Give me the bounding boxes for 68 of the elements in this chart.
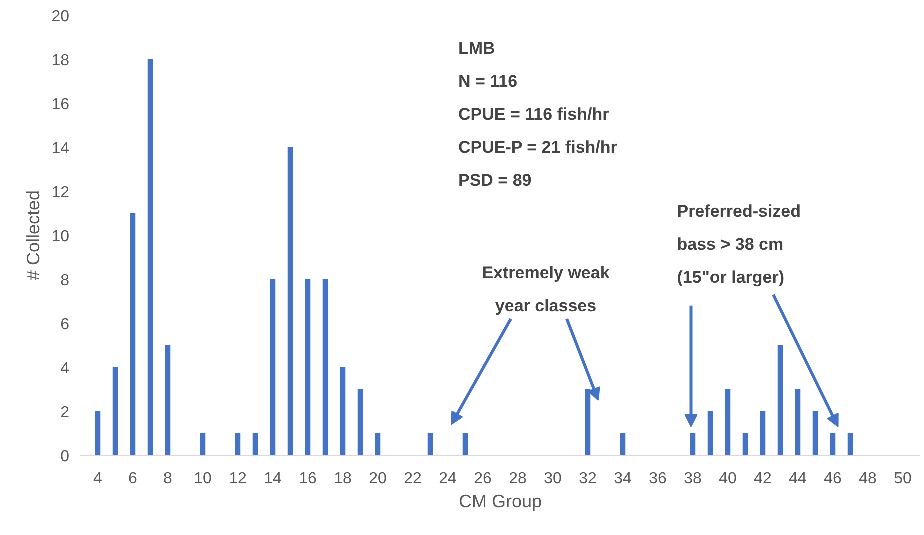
x-tick-label: 4 — [94, 470, 103, 488]
y-tick-label: 18 — [52, 52, 70, 70]
bar — [165, 346, 171, 456]
bar — [358, 390, 364, 456]
bar — [708, 412, 714, 456]
bar — [375, 434, 381, 456]
bar — [322, 280, 328, 456]
x-tick-label: 50 — [894, 470, 912, 488]
bar — [620, 434, 626, 456]
bar — [795, 390, 801, 456]
y-tick-label: 16 — [52, 96, 70, 114]
x-tick-label: 36 — [649, 470, 667, 488]
bar — [200, 434, 206, 456]
bar — [428, 434, 434, 456]
x-tick-label: 6 — [128, 470, 138, 488]
x-axis-title: CM Group — [458, 492, 542, 512]
x-tick-label: 20 — [369, 470, 387, 488]
y-tick-label: 8 — [60, 272, 70, 290]
bar — [95, 412, 101, 456]
x-tick-label: 18 — [334, 470, 352, 488]
y-tick-label: 14 — [52, 140, 70, 158]
bar — [305, 280, 311, 456]
y-axis-title: # Collected — [24, 190, 44, 281]
x-tick-label: 40 — [719, 470, 737, 488]
x-tick-label: 30 — [544, 470, 562, 488]
x-tick-label: 26 — [474, 470, 492, 488]
bar — [340, 368, 346, 456]
y-tick-label: 4 — [60, 360, 70, 378]
x-tick-label: 44 — [789, 470, 807, 488]
bar — [270, 280, 276, 456]
y-tick-label: 10 — [52, 228, 70, 246]
bar — [235, 434, 241, 456]
x-tick-label: 24 — [439, 470, 457, 488]
bar — [252, 434, 258, 456]
annotation: Preferred-sized bass > 38 cm (15"or larger) — [677, 202, 802, 287]
x-tick-label: 12 — [229, 470, 247, 488]
bar — [742, 434, 748, 456]
bar — [830, 434, 836, 456]
bar — [778, 346, 784, 456]
y-tick-label: 20 — [52, 8, 70, 26]
bar — [130, 214, 136, 456]
x-tick-label: 28 — [509, 470, 527, 488]
x-tick-label: 34 — [614, 470, 632, 488]
x-tick-label: 14 — [264, 470, 282, 488]
x-tick-label: 42 — [754, 470, 772, 488]
x-tick-label: 8 — [164, 470, 173, 488]
x-tick-label: 22 — [404, 470, 422, 488]
bar — [812, 412, 818, 456]
x-tick-label: 38 — [684, 470, 702, 488]
bar — [848, 434, 854, 456]
bar — [760, 412, 766, 456]
annotation: Extremely weak year classes — [482, 263, 610, 316]
bar — [148, 60, 154, 456]
x-tick-label: 16 — [299, 470, 317, 488]
x-tick-label: 32 — [579, 470, 597, 488]
bar — [462, 434, 468, 456]
y-tick-label: 12 — [52, 184, 70, 202]
y-tick-label: 6 — [60, 316, 70, 334]
y-tick-label: 2 — [60, 404, 70, 422]
y-tick-label: 0 — [60, 448, 70, 466]
x-tick-label: 48 — [859, 470, 877, 488]
bar — [725, 390, 731, 456]
bar — [288, 148, 294, 456]
bar — [690, 434, 696, 456]
annotation: LMB N = 116 CPUE = 116 fish/hr CPUE-P = 21 fish/hr PSD = 89 — [458, 39, 618, 190]
bar — [112, 368, 118, 456]
x-tick-label: 10 — [194, 470, 212, 488]
x-tick-label: 46 — [824, 470, 842, 488]
